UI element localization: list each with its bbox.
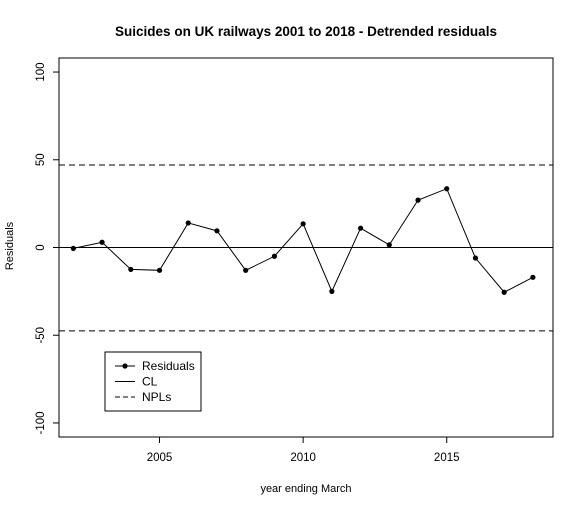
y-axis-label: Residuals [4,221,16,270]
x-axis-label: year ending March [260,483,351,495]
residual-point [472,255,479,261]
residual-point [300,221,306,227]
residual-point [70,245,76,251]
residual-point [214,228,220,234]
residuals-line [73,188,534,293]
residual-point [185,220,191,226]
legend-label-residuals: Residuals [142,359,195,373]
chart-title: Suicides on UK railways 2001 to 2018 - D… [115,24,497,39]
residual-point [444,186,450,192]
y-tick-label: -100 [35,411,47,434]
residual-point [386,242,392,248]
y-tick-label: -50 [35,327,47,344]
legend-label-cl: CL [142,375,158,389]
x-tick-label: 2005 [147,452,173,464]
residual-point [156,267,163,273]
residual-point [501,289,507,295]
residual-point [243,267,249,273]
x-tick-label: 2010 [290,452,316,464]
residual-point [530,274,536,280]
x-tick-label: 2015 [434,452,460,464]
legend-marker-residuals [122,363,128,369]
residual-point [128,266,134,273]
residual-point [271,253,278,259]
y-tick-label: 100 [35,62,47,81]
legend-label-npls: NPLs [142,390,171,404]
y-tick-label: 0 [35,244,47,250]
residual-point [357,225,364,231]
residual-point [99,239,105,245]
residual-point [415,197,421,203]
y-tick-label: 50 [35,153,47,166]
residual-point [329,288,335,294]
